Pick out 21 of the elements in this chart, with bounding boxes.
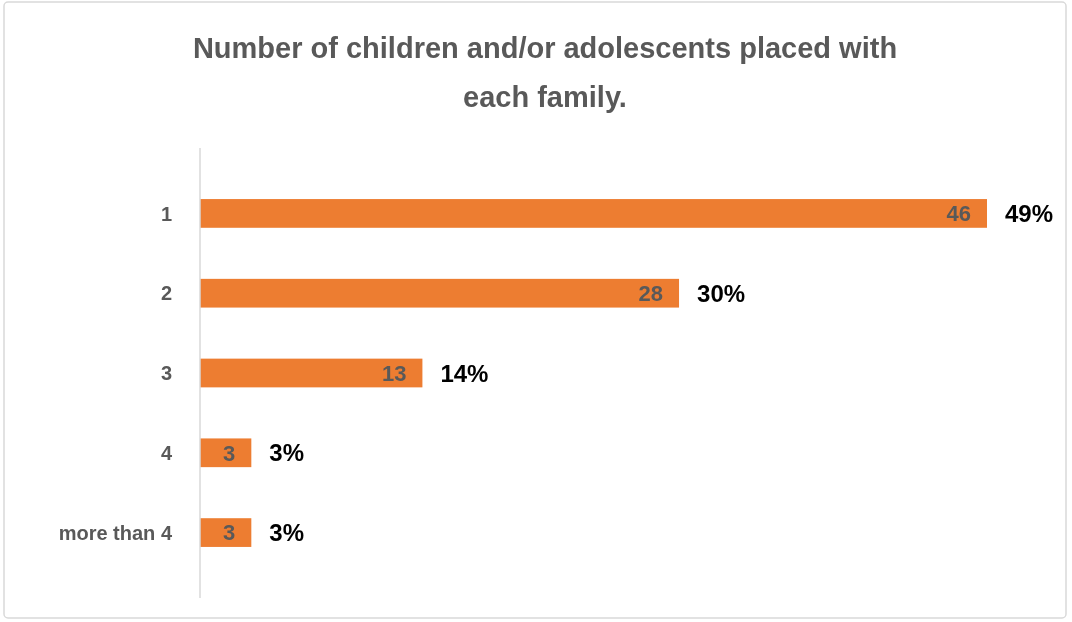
chart-title: Number of children and/or adolescents placed with each family. bbox=[192, 32, 898, 113]
y-tick-label: 1 bbox=[160, 202, 172, 225]
y-tick-label: 4 bbox=[160, 441, 173, 464]
bar bbox=[200, 438, 252, 468]
data-label: 3 bbox=[223, 440, 236, 466]
y-tick-label: 3 bbox=[160, 362, 172, 385]
annotation: 30% bbox=[697, 279, 746, 307]
bar bbox=[200, 518, 252, 547]
annotation: 3% bbox=[269, 519, 305, 547]
y-tick-label: more than 4 bbox=[58, 521, 173, 544]
annotation: 3% bbox=[269, 439, 305, 467]
data-label: 13 bbox=[381, 360, 407, 386]
annotation: 49% bbox=[1005, 200, 1054, 228]
bar bbox=[200, 358, 423, 388]
bar bbox=[200, 199, 987, 228]
data-label: 28 bbox=[638, 281, 664, 307]
bar bbox=[200, 278, 680, 308]
y-tick-label: 2 bbox=[160, 282, 172, 305]
data-label: 3 bbox=[223, 520, 236, 546]
annotation: 14% bbox=[440, 359, 489, 387]
data-label: 46 bbox=[946, 201, 971, 227]
